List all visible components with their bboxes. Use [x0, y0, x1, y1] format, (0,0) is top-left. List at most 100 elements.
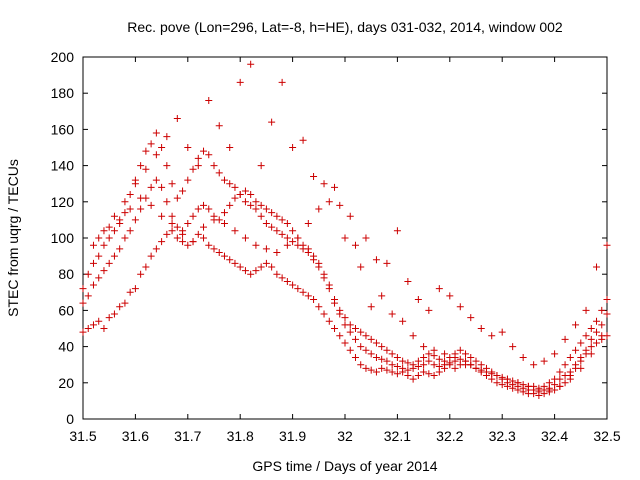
data-point [173, 115, 181, 123]
x-tick-label: 32.4 [541, 428, 568, 444]
data-point [215, 248, 223, 256]
data-point [173, 234, 181, 242]
data-point [399, 364, 407, 372]
data-point [372, 256, 380, 264]
y-axis-label: STEC from uqrg / TECUs [5, 159, 21, 317]
data-point [378, 292, 386, 300]
data-point [362, 234, 370, 242]
data-point [142, 263, 150, 271]
data-point [587, 325, 595, 332]
data-point [289, 144, 297, 151]
data-point [509, 381, 517, 389]
x-tick-label: 32.1 [384, 428, 411, 444]
data-point [304, 220, 312, 228]
data-point [304, 248, 312, 256]
data-point [493, 372, 501, 380]
data-point [121, 299, 129, 307]
data-point [262, 220, 270, 228]
data-point [456, 303, 464, 311]
data-point [283, 277, 291, 285]
data-point [545, 386, 553, 394]
data-point [378, 355, 386, 363]
x-tick-label: 32.2 [436, 428, 463, 444]
data-point [551, 350, 559, 358]
data-point [100, 325, 108, 332]
data-point [215, 122, 223, 130]
data-point [200, 147, 208, 155]
data-point [89, 281, 97, 289]
x-tick-label: 31.5 [69, 428, 96, 444]
y-tick-label: 140 [51, 158, 75, 174]
data-point [268, 118, 276, 126]
data-point [220, 252, 228, 260]
data-point [572, 321, 580, 329]
data-point [388, 350, 396, 358]
data-point [425, 306, 433, 314]
data-point [273, 227, 281, 235]
data-point [163, 162, 171, 170]
y-tick-label: 100 [51, 230, 75, 246]
data-point [205, 205, 213, 213]
data-point [268, 223, 276, 231]
data-point [446, 359, 454, 367]
data-point [220, 176, 228, 184]
data-point [257, 212, 265, 220]
data-point [137, 162, 145, 170]
data-point [252, 241, 260, 249]
data-point [152, 245, 160, 253]
data-point [441, 361, 449, 369]
data-point [273, 270, 281, 278]
data-point [462, 350, 470, 358]
data-point [325, 317, 333, 325]
data-point [367, 366, 375, 374]
data-point [116, 303, 124, 311]
data-point [414, 363, 422, 371]
data-point [283, 234, 291, 242]
data-point [556, 368, 564, 376]
data-point [184, 176, 192, 184]
data-point [89, 321, 97, 329]
data-point [331, 183, 339, 191]
y-tick-label: 180 [51, 85, 75, 101]
data-point [519, 384, 527, 392]
data-point [488, 370, 496, 378]
x-tick-label: 32.5 [593, 428, 620, 444]
data-point [116, 245, 124, 253]
data-point [289, 281, 297, 289]
data-point [205, 241, 213, 249]
data-point [257, 201, 265, 209]
data-point [100, 227, 108, 235]
data-point [158, 212, 166, 220]
data-point [582, 332, 590, 340]
data-point [158, 144, 166, 151]
data-point [189, 165, 197, 173]
x-tick-label: 32 [337, 428, 353, 444]
data-point [587, 335, 595, 343]
data-point [456, 355, 464, 363]
data-point [540, 357, 548, 365]
data-point [294, 234, 302, 242]
data-point [205, 96, 213, 104]
data-point [84, 325, 92, 332]
data-point [194, 205, 202, 213]
data-point [241, 267, 249, 275]
data-point [561, 361, 569, 369]
data-point [247, 201, 255, 209]
data-point [121, 198, 129, 206]
data-point [126, 191, 134, 199]
data-point [603, 296, 611, 304]
data-point [158, 238, 166, 246]
data-point [126, 288, 134, 296]
data-point [205, 151, 213, 159]
data-point [231, 183, 239, 191]
data-point [315, 263, 323, 271]
data-point [336, 310, 344, 318]
data-point [524, 382, 532, 390]
data-point [236, 263, 244, 271]
data-point [446, 292, 454, 300]
data-point [336, 201, 344, 209]
data-point [241, 234, 249, 242]
data-point [420, 361, 428, 369]
data-point [409, 364, 417, 372]
data-point [393, 370, 401, 378]
